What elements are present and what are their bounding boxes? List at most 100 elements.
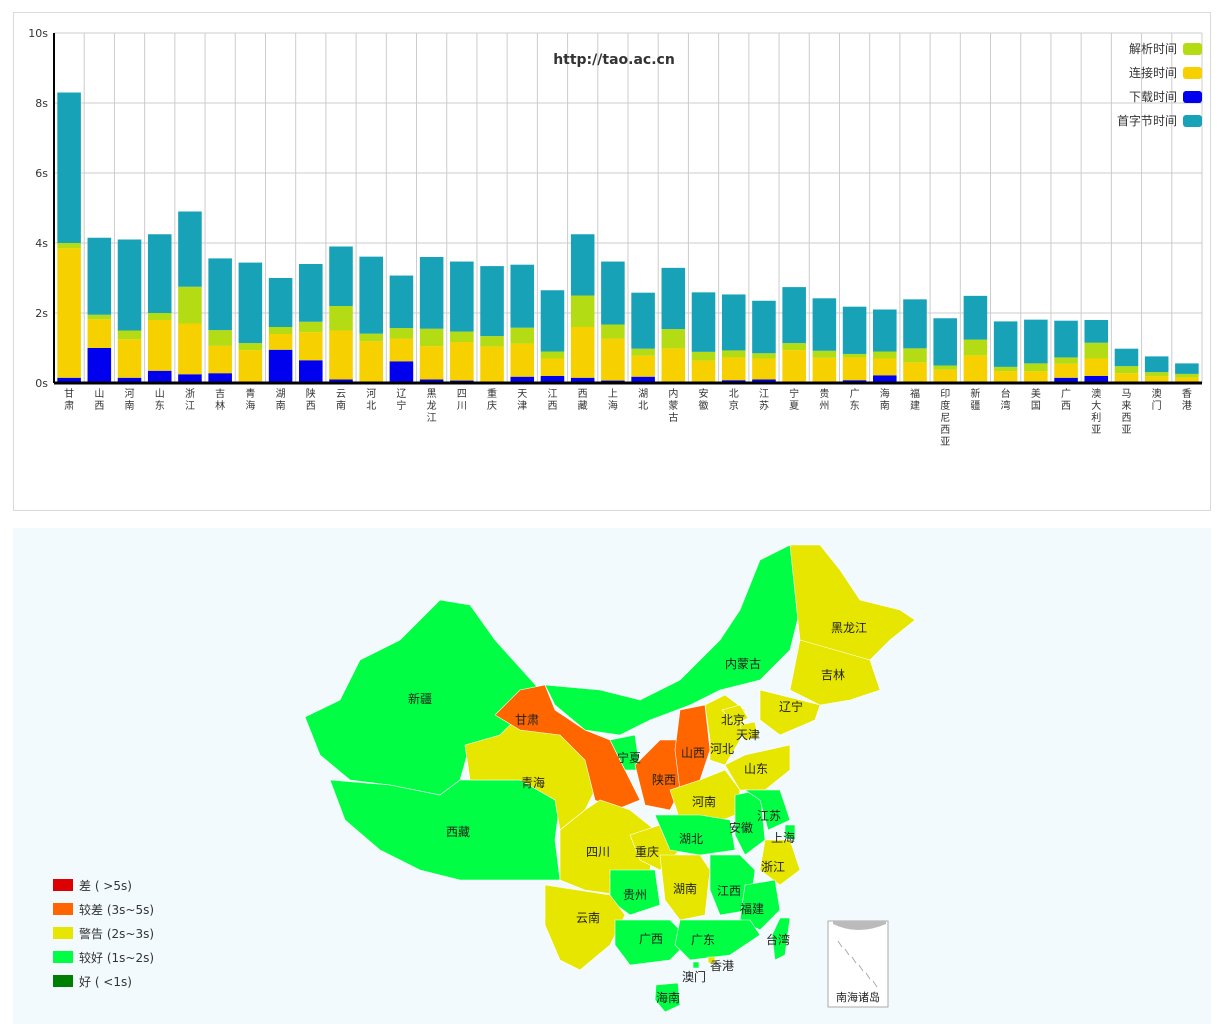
map-legend-item[interactable]: 较差 (3s~5s) <box>53 897 154 921</box>
province-label: 黑龙江 <box>831 621 867 635</box>
province-label: 香港 <box>710 959 734 973</box>
bar-segment <box>873 351 897 359</box>
bar-segment <box>147 234 172 313</box>
bar-segment <box>299 264 323 322</box>
bar-segment <box>1084 320 1109 343</box>
bar-segment <box>812 357 837 382</box>
bar-segment <box>812 350 837 358</box>
x-tick-label: 湖北 <box>638 388 648 412</box>
province-label: 台湾 <box>766 932 790 947</box>
province-shape <box>614 919 691 966</box>
bar-segment <box>691 351 716 361</box>
province-label: 天津 <box>736 728 760 742</box>
bar-segment <box>359 333 383 342</box>
bar-segment <box>208 330 232 346</box>
bar-segment <box>993 371 1018 382</box>
bar-segment <box>601 261 625 325</box>
bar-segment <box>601 338 625 381</box>
map-legend-item[interactable]: 警告 (2s~3s) <box>53 921 154 945</box>
province-label: 上海 <box>771 830 795 845</box>
x-tick-label: 浙江 <box>185 388 195 412</box>
x-tick-label: 河南 <box>125 388 135 412</box>
x-tick-label: 宁夏 <box>789 387 799 412</box>
x-tick-label: 香港 <box>1182 388 1192 412</box>
bar-segment <box>540 358 565 376</box>
province-label: 浙江 <box>761 860 785 874</box>
bar-segment <box>208 258 232 331</box>
bar-segment <box>117 377 142 383</box>
bar-segment <box>480 266 504 337</box>
bar-segment <box>721 350 746 358</box>
legend-swatch <box>1183 67 1202 79</box>
legend-label: 好 ( <1s) <box>79 974 132 989</box>
legend-label: 警告 (2s~3s) <box>79 926 155 941</box>
x-tick-label: 印度尼西亚 <box>940 388 950 448</box>
bar-segment <box>1024 319 1048 364</box>
map-legend-item[interactable]: 差 ( >5s) <box>53 873 154 897</box>
x-tick-label: 江苏 <box>759 388 769 412</box>
bar-segment <box>389 275 414 329</box>
bar-segment <box>903 299 927 349</box>
legend-swatch <box>53 879 73 891</box>
bar-segment <box>450 331 474 343</box>
bar-segment <box>329 246 353 306</box>
legend-swatch <box>53 951 73 963</box>
bar-segment <box>782 343 806 351</box>
province-label: 青海 <box>521 775 545 790</box>
x-tick-label: 马来西亚 <box>1121 388 1131 436</box>
bar-segment <box>963 339 988 356</box>
legend-label: 首字节时间 <box>1117 113 1177 128</box>
province-label: 云南 <box>576 910 600 925</box>
bar-segment <box>117 339 142 378</box>
chart-title: http://tao.ac.cn <box>553 52 675 68</box>
bar-segment <box>601 324 625 339</box>
x-tick-label: 海南 <box>880 387 890 412</box>
bar-segment <box>661 348 686 382</box>
x-tick-label: 北京 <box>729 388 739 412</box>
x-tick-label: 黑龙江 <box>427 388 437 424</box>
x-tick-label: 甘肃 <box>64 387 74 412</box>
bar-segment <box>873 309 897 352</box>
bar-segment <box>178 374 202 383</box>
bar-segment <box>359 256 383 334</box>
x-tick-label: 福建 <box>910 387 920 412</box>
province-label: 内蒙古 <box>725 656 761 671</box>
bar-segment <box>1084 358 1109 376</box>
province-shape <box>654 814 736 856</box>
bar-segment <box>1084 342 1109 359</box>
bar-segment <box>631 376 655 383</box>
bar-segment <box>691 360 716 382</box>
province-label: 山西 <box>681 746 705 760</box>
bar-segment <box>1175 363 1199 374</box>
province-label: 山东 <box>744 762 768 776</box>
bar-segment <box>1144 376 1169 382</box>
bar-segment <box>1084 376 1109 383</box>
province-label: 湖南 <box>673 881 697 896</box>
south-sea-dash <box>858 964 864 972</box>
province-shape <box>759 839 801 886</box>
map-legend-item[interactable]: 较好 (1s~2s) <box>53 945 154 969</box>
bar-segment <box>57 92 81 243</box>
legend-label: 下载时间 <box>1129 90 1177 104</box>
bar-segment <box>419 328 444 347</box>
bar-segment <box>178 211 202 287</box>
bar-segment <box>178 286 202 324</box>
province-shape <box>721 704 749 726</box>
bar-segment <box>117 239 142 331</box>
bar-segment <box>1114 373 1139 382</box>
bar-segment <box>721 357 746 381</box>
y-tick-label: 8s <box>35 97 48 110</box>
x-tick-label: 吉林 <box>215 388 225 412</box>
bar-segment <box>631 355 655 377</box>
x-tick-label: 台湾 <box>1001 387 1011 412</box>
bar-segment <box>147 370 172 383</box>
south-sea-dash <box>837 940 843 948</box>
province-label: 西藏 <box>446 825 470 839</box>
x-tick-label: 澳门 <box>1152 387 1162 412</box>
map-legend: 差 ( >5s) 较差 (3s~5s) 警告 (2s~3s) 较好 (1s~2s… <box>53 873 154 993</box>
bar-segment <box>419 257 444 329</box>
map-legend-item[interactable]: 好 ( <1s) <box>53 969 154 993</box>
bar-segment <box>389 361 414 383</box>
south-sea-dash <box>865 972 871 980</box>
legend-swatch <box>53 975 73 987</box>
